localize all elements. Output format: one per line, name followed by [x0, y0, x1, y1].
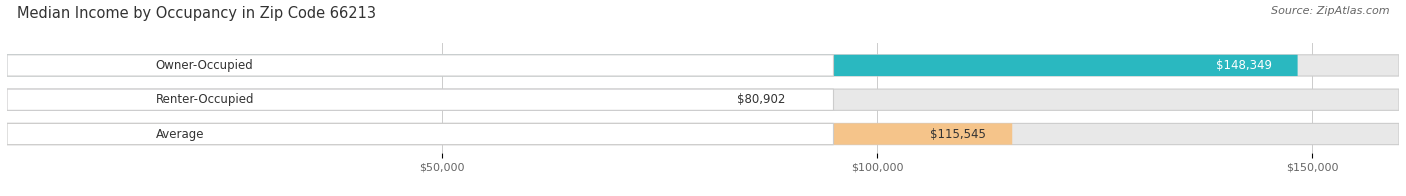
Text: Median Income by Occupancy in Zip Code 66213: Median Income by Occupancy in Zip Code 6… [17, 6, 375, 21]
Text: $115,545: $115,545 [931, 128, 986, 141]
FancyBboxPatch shape [7, 123, 1012, 145]
FancyBboxPatch shape [7, 89, 1399, 110]
Text: Owner-Occupied: Owner-Occupied [156, 59, 253, 72]
FancyBboxPatch shape [7, 89, 834, 110]
Text: $148,349: $148,349 [1216, 59, 1271, 72]
Text: Source: ZipAtlas.com: Source: ZipAtlas.com [1271, 6, 1389, 16]
FancyBboxPatch shape [7, 55, 1298, 76]
FancyBboxPatch shape [7, 123, 834, 145]
FancyBboxPatch shape [7, 123, 1399, 145]
Text: $80,902: $80,902 [737, 93, 786, 106]
FancyBboxPatch shape [7, 55, 834, 76]
Text: Average: Average [156, 128, 204, 141]
FancyBboxPatch shape [7, 89, 711, 110]
Text: Renter-Occupied: Renter-Occupied [156, 93, 254, 106]
FancyBboxPatch shape [7, 55, 1399, 76]
